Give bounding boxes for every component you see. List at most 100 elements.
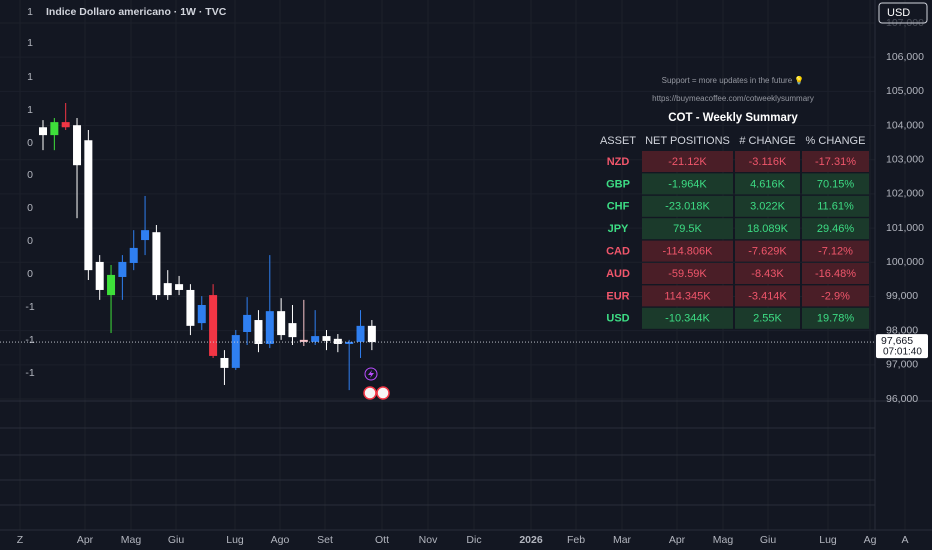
table-cell [735,285,800,307]
time-tick-label: Apr [669,534,686,546]
table-cell [642,218,733,240]
price-tick-label: 98,000 [886,324,918,336]
lightning-glyph [368,370,374,378]
table-cell [642,285,733,307]
support-note: Support = more updates in the future 💡 [662,75,805,85]
time-tick-label: A [901,534,908,546]
table-value: 2.55K [753,313,782,325]
dividend-icon[interactable] [364,367,378,381]
price-tick-label: 106,000 [886,51,924,63]
candle-body [163,283,172,296]
asset-name: EUR [606,290,629,302]
price-tick-label: 104,000 [886,119,924,131]
table-cell [735,240,800,262]
candle-body [367,325,376,343]
event-icons [363,367,390,400]
candle-body [73,125,82,166]
time-tick-label: Giu [168,534,185,546]
table-cell [802,307,869,329]
table-cell [642,263,733,284]
table-cell [735,195,800,217]
time-tick-label: Mag [713,534,734,546]
table-value: -8.43K [751,268,784,280]
candle-body [118,261,127,277]
table-header: ASSET [600,135,636,147]
candle-body [356,325,365,342]
price-tick-label: 101,000 [886,222,924,234]
time-tick-label: Ago [271,534,290,546]
candle-body [333,338,342,344]
time-tick-label: Giu [760,534,777,546]
price-tick-label: 97,000 [886,359,918,371]
us-flag-icon[interactable] [363,386,377,400]
candle-body [197,305,206,324]
symbol-title: Indice Dollaro americano · 1W · TVC [46,6,227,18]
table-header: % CHANGE [806,135,866,147]
table-value: -114.806K [663,246,714,258]
left-axis-label: 0 [27,235,33,247]
candles [39,102,376,391]
table-header: NET POSITIONS [645,135,730,147]
candle-body [322,336,331,341]
table-cell [802,240,869,262]
table-value: -3.116K [749,156,787,168]
table-value: -1.964K [668,178,707,190]
candle-body [129,247,138,263]
table-title: COT - Weekly Summary [668,112,798,124]
candle-body [84,140,93,271]
left-axis-label: 0 [27,268,33,280]
asset-name: CAD [606,246,630,258]
table-value: -10.344K [665,313,710,325]
table-value: -2.9% [821,290,850,302]
time-tick-label: Set [317,534,333,546]
table-value: -7.12% [818,246,853,258]
time-tick-label: Dic [466,534,481,546]
table-value: 79.5K [673,223,702,235]
price-tick-label: 100,000 [886,256,924,268]
time-tick-label: Apr [77,534,94,546]
table-value: -7.629K [748,246,787,258]
time-tick-label: Lug [226,534,244,546]
candle-body [95,261,104,290]
table-value: -3.414K [748,290,787,302]
candle-body [39,127,47,136]
table-cell [642,195,733,217]
table-cell [735,307,800,329]
left-axis-label: 1 [27,104,33,116]
candle-body [220,357,229,368]
table-cell [642,173,733,195]
currency-button[interactable]: USD [878,2,928,24]
price-tick-label: 107,000 [886,17,924,29]
candle-body [107,274,116,296]
time-tick-label: Z [17,534,24,546]
price-tick-label: 103,000 [886,154,924,166]
candle-body [345,341,354,344]
candle-body [288,323,297,338]
time-tick-label: Mar [613,534,632,546]
candle-body [243,314,252,333]
table-value: 19.78% [817,313,855,325]
left-axis-label: -1 [25,334,34,346]
us-flag-icon[interactable] [376,386,390,400]
table-cell [735,263,800,284]
candle-body [277,311,286,336]
candle-body [175,284,184,290]
table-header: # CHANGE [739,135,795,147]
table-cell [802,285,869,307]
currency-label[interactable]: USD [887,7,910,19]
left-axis-label: 1 [27,6,33,18]
candle-body [50,122,59,136]
price-tick-label: 102,000 [886,188,924,200]
price-tick-label: 105,000 [886,85,924,97]
table-value: 114.345K [664,290,711,302]
support-url: https://buymeacoffee.com/cotweeklysummar… [652,94,814,103]
price-tick-label: 99,000 [886,290,918,302]
currency-button-frame[interactable] [878,2,928,24]
left-axis-label: 1 [27,71,33,83]
table-value: -23.018K [665,201,710,213]
table-cell [802,151,869,172]
candle-body [186,289,195,326]
candle-body [299,339,308,342]
asset-name: USD [606,313,629,325]
